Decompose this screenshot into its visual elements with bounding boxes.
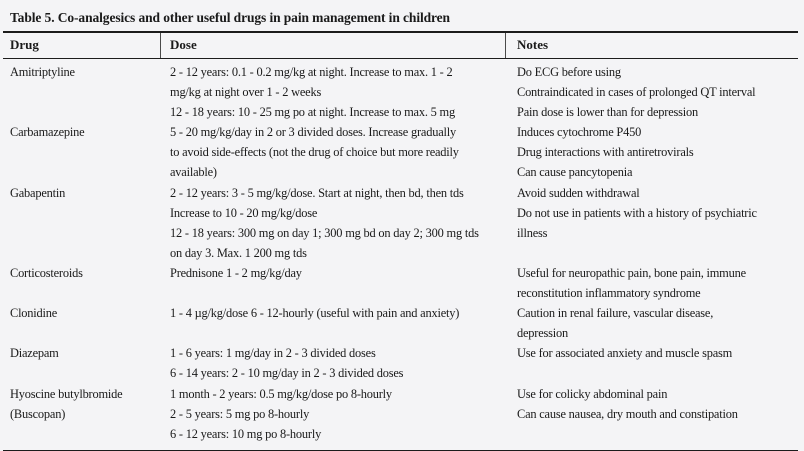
table-row: Amitriptyline 2 - 12 years: 0.1 - 0.2 mg/… [3, 62, 798, 122]
cell-line: Avoid sudden withdrawal [517, 185, 640, 200]
cell-line: Increase to 10 - 20 mg/kg/dose [170, 205, 318, 220]
cell-line: mg/kg at night over 1 - 2 weeks [170, 85, 322, 100]
notes-cell: Caution in renal failure, vascular disea… [505, 303, 798, 343]
cell-line: Clonidine [10, 306, 58, 321]
cell-line: 1 - 4 µg/kg/dose 6 - 12-hourly (useful w… [170, 306, 460, 321]
drug-cell: Amitriptyline [3, 62, 160, 122]
column-header-dose: Dose [160, 33, 505, 58]
cell-line: 1 month - 2 years: 0.5 mg/kg/dose po 8-h… [170, 386, 392, 401]
table-row: Carbamazepine 5 - 20 mg/kg/day in 2 or 3 … [3, 122, 798, 182]
cell-line: Amitriptyline [10, 65, 75, 79]
cell-line: 1 - 6 years: 1 mg/day in 2 - 3 divided d… [170, 346, 376, 361]
cell-line: 2 - 12 years: 0.1 - 0.2 mg/kg at night. … [170, 65, 453, 79]
cell-line: Do ECG before using [517, 65, 621, 79]
table-row: Diazepam 1 - 6 years: 1 mg/day in 2 - 3 d… [3, 343, 798, 383]
drug-table: Drug Dose Notes Amitriptyline 2 - 12 year… [3, 31, 798, 451]
drug-cell: Hyoscine butylbromide (Buscopan) [3, 384, 160, 444]
cell-line: Use for colicky abdominal pain [517, 386, 668, 401]
cell-line: 12 - 18 years: 300 mg on day 1; 300 mg b… [170, 225, 479, 240]
drug-cell: Carbamazepine [3, 122, 160, 182]
dose-cell: 5 - 20 mg/kg/day in 2 or 3 divided doses… [160, 122, 505, 182]
cell-line: Drug interactions with antiretrovirals [517, 145, 694, 160]
column-header-drug: Drug [10, 37, 39, 52]
notes-cell: Useful for neuropathic pain, bone pain, … [505, 263, 798, 303]
cell-line: Useful for neuropathic pain, bone pain, … [517, 265, 746, 280]
cell-line: (Buscopan) [10, 406, 66, 421]
cell-line: Use for associated anxiety and muscle sp… [517, 346, 733, 361]
cell-line: available) [170, 165, 217, 180]
cell-line: Diazepam [10, 346, 59, 361]
cell-line: Pain dose is lower than for depression [517, 105, 698, 120]
dose-cell: 1 - 6 years: 1 mg/day in 2 - 3 divided d… [160, 343, 505, 383]
table-row: Clonidine 1 - 4 µg/kg/dose 6 - 12-hourly … [3, 303, 798, 343]
cell-line: on day 3. Max. 1 200 mg tds [170, 245, 307, 260]
cell-line: Do not use in patients with a history of… [517, 205, 757, 220]
dose-cell: 2 - 12 years: 0.1 - 0.2 mg/kg at night. … [160, 62, 505, 122]
notes-cell: Do ECG before using Contraindicated in ca… [505, 62, 798, 122]
table-body: Amitriptyline 2 - 12 years: 0.1 - 0.2 mg/… [3, 59, 798, 450]
drug-cell: Clonidine [3, 303, 160, 343]
table-row: Gabapentin 2 - 12 years: 3 - 5 mg/kg/dose… [3, 183, 798, 263]
cell-line: Carbamazepine [10, 125, 85, 140]
table-header-row: Drug Dose Notes [3, 33, 798, 59]
notes-cell: Use for colicky abdominal pain Can cause … [505, 384, 798, 444]
column-header-notes: Notes [505, 33, 798, 58]
dose-cell: Prednisone 1 - 2 mg/kg/day [160, 263, 505, 303]
cell-line: to avoid side-effects (not the drug of c… [170, 145, 459, 160]
drug-cell: Diazepam [3, 343, 160, 383]
dose-cell: 1 month - 2 years: 0.5 mg/kg/dose po 8-h… [160, 384, 505, 444]
cell-line: 5 - 20 mg/kg/day in 2 or 3 divided doses… [170, 125, 456, 140]
cell-line: illness [517, 225, 548, 240]
table-row: Hyoscine butylbromide (Buscopan) 1 month -… [3, 384, 798, 444]
drug-cell: Corticosteroids [3, 263, 160, 303]
cell-line: Hyoscine butylbromide [10, 386, 123, 401]
dose-cell: 2 - 12 years: 3 - 5 mg/kg/dose. Start at… [160, 183, 505, 263]
notes-cell: Induces cytochrome P450 Drug interactions… [505, 122, 798, 182]
cell-line: Prednisone 1 - 2 mg/kg/day [170, 265, 302, 280]
cell-line: Can cause pancytopenia [517, 165, 633, 180]
cell-line: Gabapentin [10, 185, 66, 200]
cell-line: 6 - 14 years: 2 - 10 mg/day in 2 - 3 div… [170, 366, 404, 381]
cell-line: 6 - 12 years: 10 mg po 8-hourly [170, 426, 322, 441]
table-row: Corticosteroids Prednisone 1 - 2 mg/kg/da… [3, 263, 798, 303]
cell-line: reconstitution inflammatory syndrome [517, 286, 701, 301]
table-title: Table 5. Co-analgesics and other useful … [10, 10, 450, 25]
cell-line: Caution in renal failure, vascular disea… [517, 306, 714, 321]
cell-line: Contraindicated in cases of prolonged QT… [517, 85, 756, 100]
dose-cell: 1 - 4 µg/kg/dose 6 - 12-hourly (useful w… [160, 303, 505, 343]
cell-line: 2 - 12 years: 3 - 5 mg/kg/dose. Start at… [170, 185, 464, 200]
cell-line: 2 - 5 years: 5 mg po 8-hourly [170, 406, 310, 421]
cell-line: 12 - 18 years: 10 - 25 mg po at night. I… [170, 105, 455, 120]
cell-line: Corticosteroids [10, 265, 83, 280]
cell-line: Induces cytochrome P450 [517, 125, 642, 140]
notes-cell: Use for associated anxiety and muscle sp… [505, 343, 798, 383]
notes-cell: Avoid sudden withdrawal Do not use in pat… [505, 183, 798, 263]
cell-line: Can cause nausea, dry mouth and constipa… [517, 406, 738, 421]
drug-cell: Gabapentin [3, 183, 160, 263]
cell-line: depression [517, 326, 568, 341]
